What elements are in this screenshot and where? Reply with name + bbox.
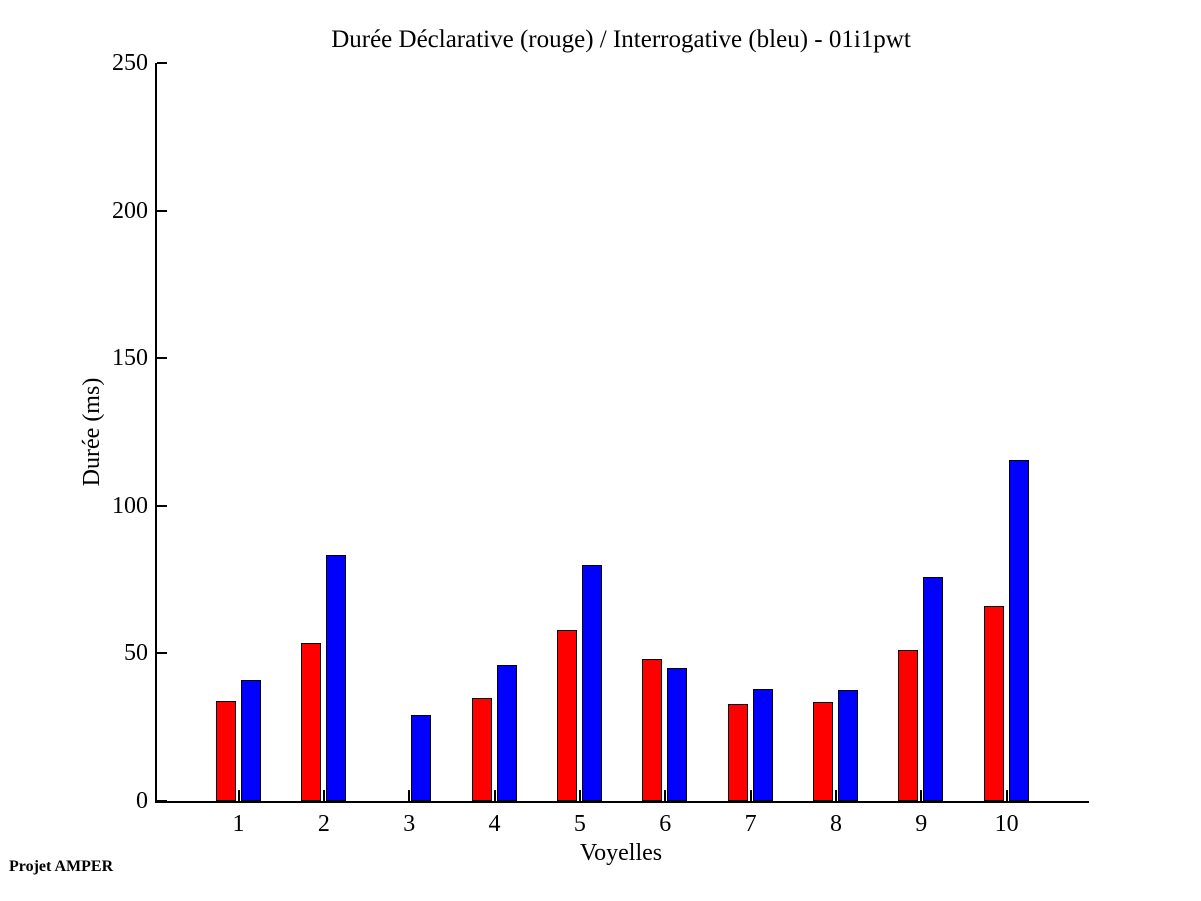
x-tick-label: 5 (573, 811, 586, 837)
y-tick-label: 0 (136, 788, 148, 814)
bar-déclarative-cat5 (556, 629, 577, 801)
bar-interrogative-cat9 (923, 576, 944, 801)
x-tick-label: 6 (659, 811, 672, 837)
x-tick-label: 3 (403, 811, 416, 837)
bar-interrogative-cat6 (667, 668, 688, 801)
x-tick-mark (664, 790, 667, 801)
y-tick-mark (157, 800, 167, 802)
bar-déclarative-cat10 (983, 606, 1004, 801)
bar-déclarative-cat6 (642, 659, 663, 801)
bar-interrogative-cat10 (1008, 460, 1029, 801)
x-tick-mark (322, 790, 325, 801)
y-tick-mark (157, 62, 167, 64)
bar-déclarative-cat4 (471, 697, 492, 801)
x-tick-label: 1 (232, 811, 245, 837)
x-tick-mark (578, 790, 581, 801)
x-axis-line (155, 801, 1089, 803)
bar-interrogative-cat2 (325, 554, 346, 801)
bar-interrogative-cat5 (581, 564, 602, 801)
x-tick-label: 4 (488, 811, 501, 837)
bar-déclarative-cat9 (898, 650, 919, 801)
y-axis-line (155, 63, 157, 803)
x-tick-mark (920, 790, 923, 801)
x-tick-label: 8 (829, 811, 842, 837)
y-tick-mark (157, 357, 167, 360)
project-credit: Projet AMPER (9, 858, 114, 875)
y-tick-label: 150 (112, 345, 148, 372)
x-tick-mark (749, 790, 752, 801)
x-tick-label: 2 (317, 811, 330, 837)
bar-interrogative-cat1 (240, 679, 261, 801)
y-tick-label: 200 (112, 197, 148, 224)
bar-interrogative-cat3 (411, 715, 432, 801)
x-tick-label: 10 (994, 811, 1019, 837)
x-tick-mark (408, 790, 411, 801)
x-tick-mark (493, 790, 496, 801)
y-axis-label: Durée (ms) (79, 377, 105, 487)
bar-déclarative-cat1 (215, 700, 236, 801)
y-tick-mark (157, 209, 167, 212)
bar-déclarative-cat7 (727, 703, 748, 801)
y-tick-mark (157, 504, 167, 507)
bar-déclarative-cat2 (300, 643, 321, 801)
bar-interrogative-cat4 (496, 665, 517, 801)
x-tick-label: 7 (744, 811, 757, 837)
bar-interrogative-cat7 (752, 688, 773, 801)
y-tick-label: 50 (124, 640, 148, 667)
x-tick-mark (1005, 790, 1008, 801)
y-tick-mark (157, 652, 167, 655)
bar-interrogative-cat8 (837, 690, 858, 801)
chart-title: Durée Déclarative (rouge) / Interrogativ… (331, 26, 911, 53)
x-tick-mark (834, 790, 837, 801)
bar-déclarative-cat8 (812, 702, 833, 801)
y-tick-label: 100 (112, 492, 148, 519)
x-tick-mark (237, 790, 240, 801)
y-tick-label: 250 (112, 50, 148, 76)
x-tick-label: 9 (915, 811, 928, 837)
x-axis-label: Voyelles (579, 840, 663, 866)
